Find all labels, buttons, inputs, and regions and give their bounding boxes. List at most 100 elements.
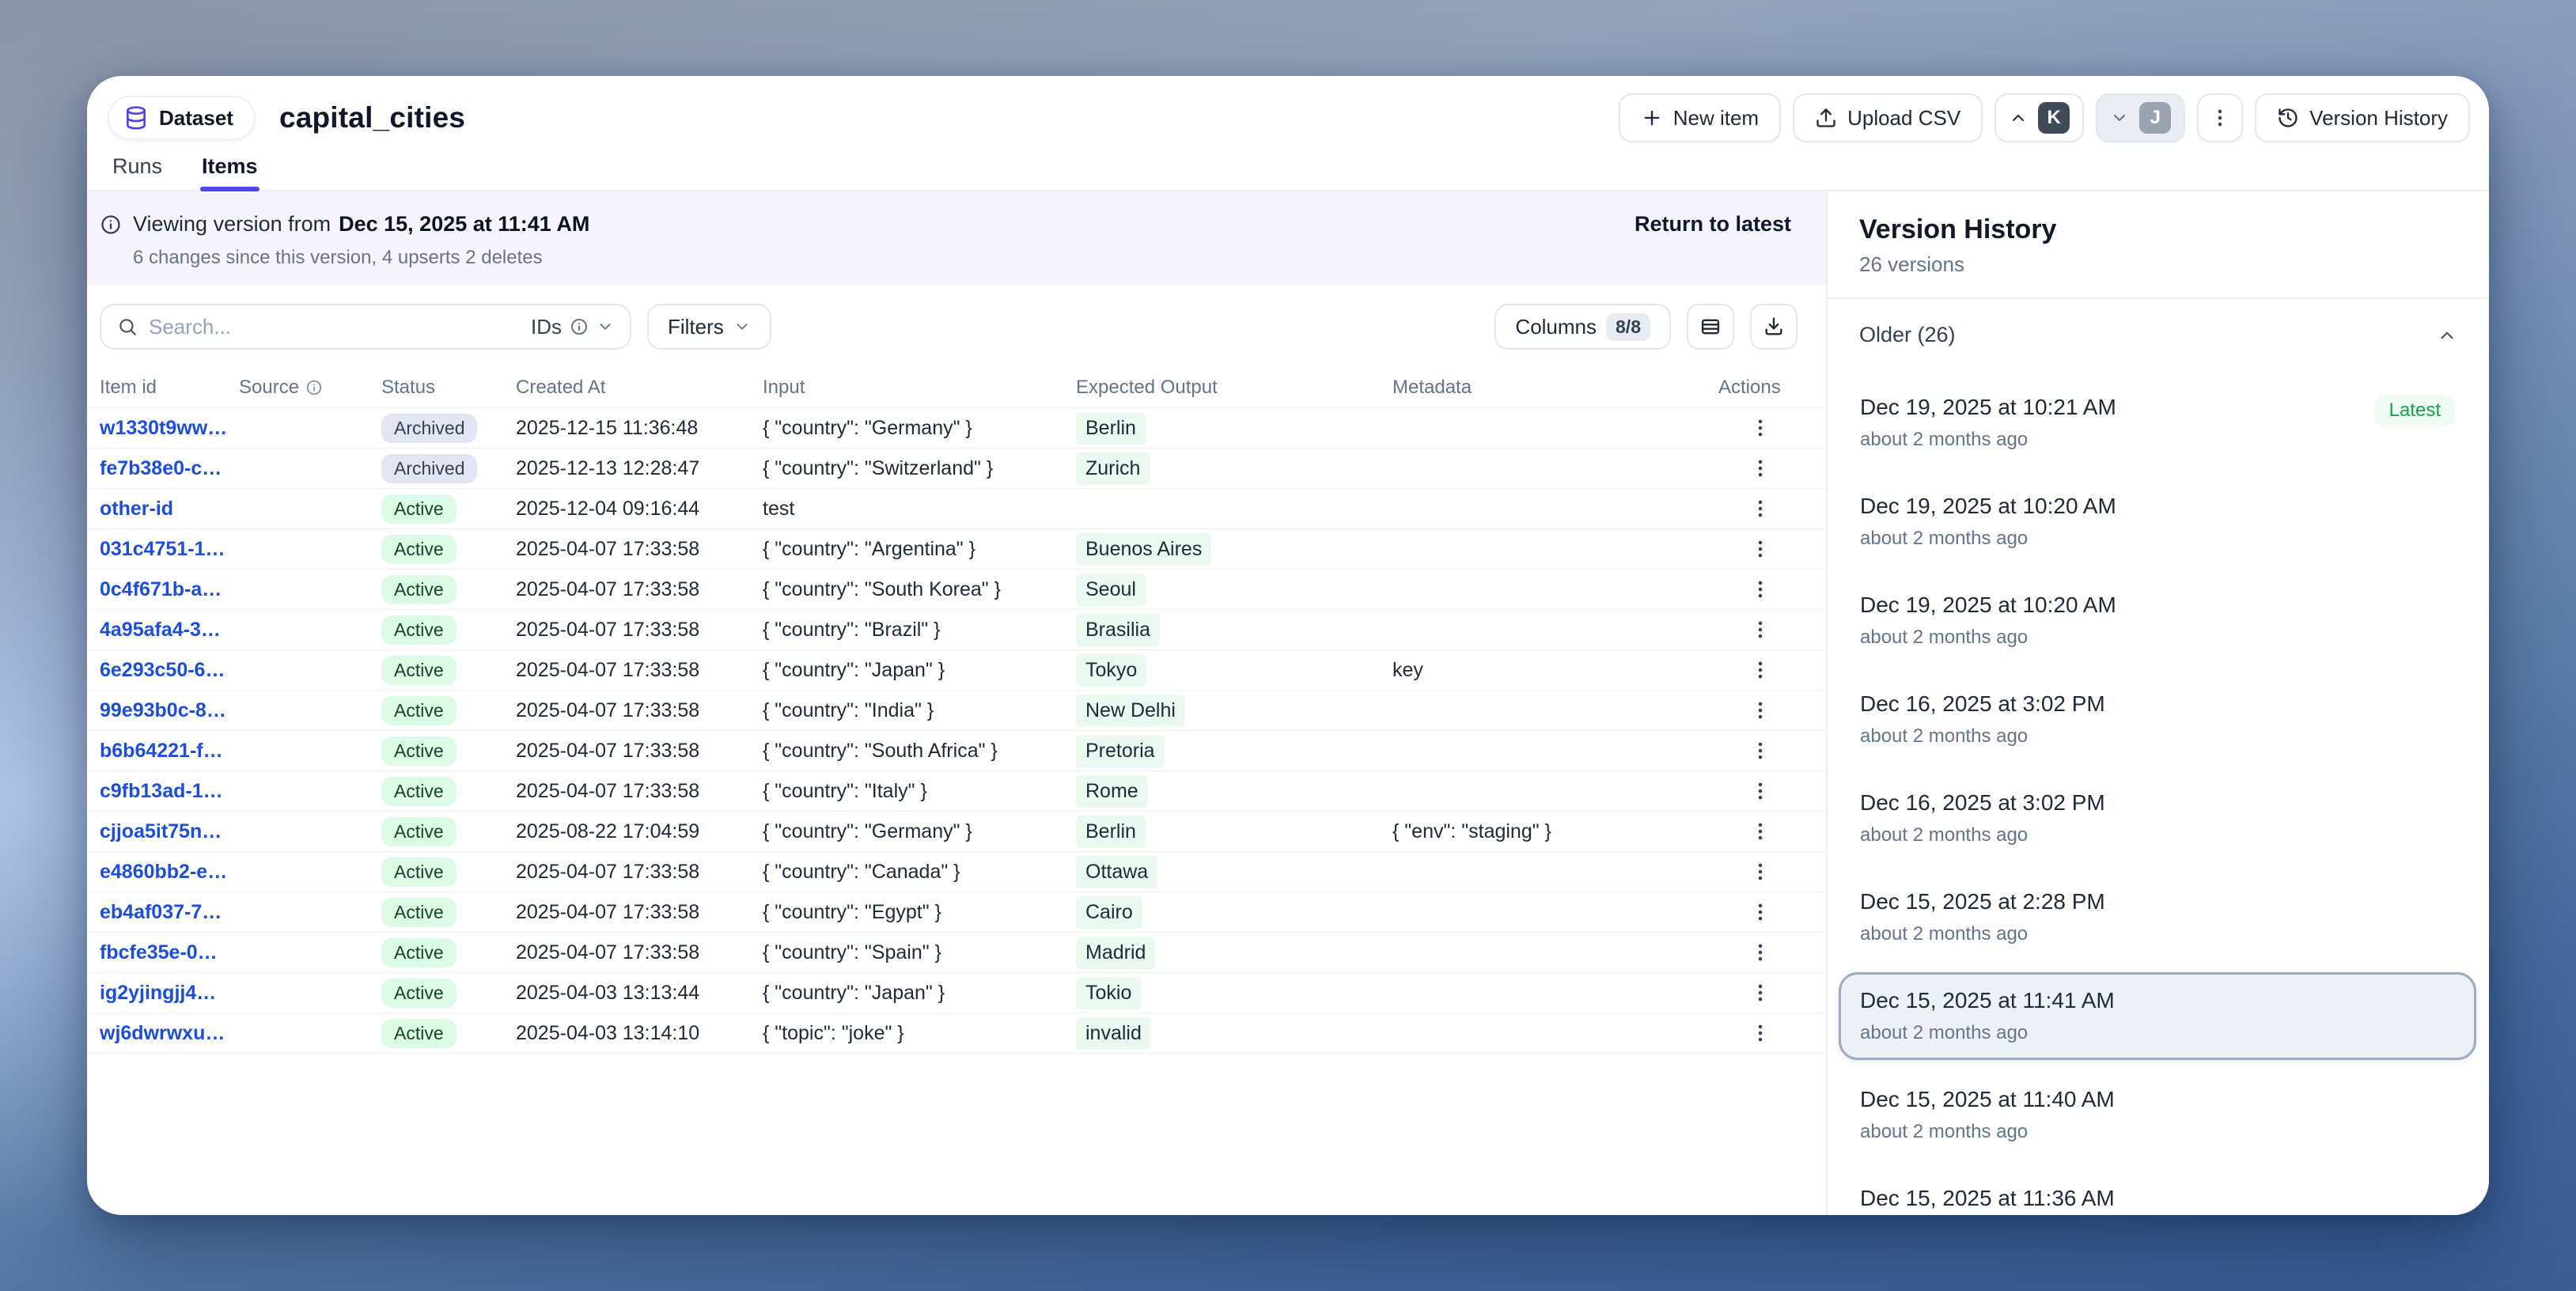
version-date: Dec 16, 2025 at 3:02 PM bbox=[1860, 691, 2105, 716]
older-group-label: Older (26) bbox=[1859, 323, 1956, 346]
page-title: capital_cities bbox=[278, 101, 466, 134]
version-item[interactable]: Dec 16, 2025 at 3:02 PM about 2 months a… bbox=[1839, 774, 2476, 862]
column-header[interactable]: Actions bbox=[1718, 377, 1826, 399]
expected-output-cell: New Delhi bbox=[1076, 694, 1185, 727]
item-id-link[interactable]: ig2yjingjj4hql... bbox=[100, 981, 239, 1004]
older-group-header[interactable]: Older (26) bbox=[1859, 323, 2457, 347]
item-id-link[interactable]: fe7b38e0-ca4... bbox=[100, 456, 239, 479]
upload-csv-button[interactable]: Upload CSV bbox=[1793, 93, 1983, 142]
version-time-ago: about 2 months ago bbox=[1860, 923, 2029, 945]
status-badge: Active bbox=[381, 695, 456, 725]
version-item[interactable]: Dec 15, 2025 at 11:36 AM about 2 months … bbox=[1839, 1170, 2476, 1215]
user-j-menu-button[interactable]: J bbox=[2096, 93, 2186, 142]
chevron-down-icon bbox=[733, 318, 751, 335]
version-item[interactable]: Dec 16, 2025 at 3:02 PM about 2 months a… bbox=[1839, 676, 2476, 763]
row-actions-button[interactable] bbox=[1739, 813, 1782, 850]
item-id-link[interactable]: e4860bb2-e4... bbox=[100, 860, 235, 883]
row-actions-button[interactable] bbox=[1739, 1015, 1782, 1051]
column-header-label: Created At bbox=[516, 376, 606, 398]
status-badge: Active bbox=[381, 534, 456, 564]
row-actions-button[interactable] bbox=[1739, 692, 1782, 729]
input-cell: { "country": "Japan" } bbox=[763, 981, 945, 1004]
chevron-up-icon[interactable] bbox=[2437, 325, 2457, 346]
item-id-link[interactable]: w1330t9ww1a... bbox=[100, 416, 239, 439]
expected-output-cell: Tokyo bbox=[1076, 653, 1147, 687]
column-header-label: Source bbox=[239, 376, 300, 398]
item-id-link[interactable]: 4a95afa4-3b... bbox=[100, 618, 229, 641]
status-badge: Active bbox=[381, 857, 456, 887]
version-date: Dec 19, 2025 at 10:21 AM bbox=[1860, 395, 2116, 419]
items-table: Item id Source Status Created At Input E… bbox=[87, 367, 1826, 1215]
version-item[interactable]: Dec 19, 2025 at 10:21 AM about 2 months … bbox=[1839, 379, 2476, 467]
item-id-link[interactable]: wj6dwrwxu6j... bbox=[100, 1021, 239, 1044]
created-at-cell: 2025-04-07 17:33:58 bbox=[516, 860, 700, 883]
row-actions-button[interactable] bbox=[1739, 410, 1782, 446]
column-header-label: Expected Output bbox=[1076, 376, 1218, 398]
columns-button[interactable]: Columns 8/8 bbox=[1494, 304, 1671, 350]
main-content: Viewing version from Dec 15, 2025 at 11:… bbox=[87, 191, 2489, 1215]
column-header[interactable]: Status bbox=[381, 377, 516, 399]
created-at-cell: 2025-04-07 17:33:58 bbox=[516, 900, 700, 923]
input-cell: { "country": "Spain" } bbox=[763, 941, 941, 964]
column-header[interactable]: Metadata bbox=[1392, 377, 1718, 399]
item-id-link[interactable]: b6b64221-f9... bbox=[100, 739, 231, 762]
row-actions-button[interactable] bbox=[1739, 490, 1782, 527]
row-actions-button[interactable] bbox=[1739, 733, 1782, 769]
export-button[interactable] bbox=[1750, 304, 1798, 350]
created-at-cell: 2025-04-07 17:33:58 bbox=[516, 699, 700, 721]
tab-runs[interactable]: Runs bbox=[112, 154, 163, 178]
upload-icon bbox=[1815, 107, 1837, 129]
row-actions-button[interactable] bbox=[1739, 894, 1782, 930]
database-icon bbox=[123, 105, 149, 131]
version-item[interactable]: Dec 19, 2025 at 10:20 AM about 2 months … bbox=[1839, 577, 2476, 664]
row-actions-button[interactable] bbox=[1739, 773, 1782, 809]
item-id-link[interactable]: 6e293c50-6b... bbox=[100, 658, 234, 681]
column-header[interactable]: Input bbox=[763, 377, 1076, 399]
item-id-link[interactable]: 031c4751-13... bbox=[100, 537, 233, 560]
column-header[interactable]: Source bbox=[239, 377, 381, 399]
item-id-link[interactable]: 0c4f671b-ac5... bbox=[100, 577, 239, 600]
version-history-button[interactable]: Version History bbox=[2255, 93, 2470, 142]
item-id-link[interactable]: fbcfe35e-0c8... bbox=[100, 941, 237, 964]
items-area: Viewing version from Dec 15, 2025 at 11:… bbox=[87, 191, 1828, 1215]
row-height-button[interactable] bbox=[1687, 304, 1734, 350]
item-id-link[interactable]: c9fb13ad-18ff... bbox=[100, 779, 239, 802]
new-item-button[interactable]: New item bbox=[1618, 93, 1782, 142]
row-actions-button[interactable] bbox=[1739, 611, 1782, 648]
item-id-link[interactable]: 99e93b0c-88... bbox=[100, 699, 234, 721]
created-at-cell: 2025-04-07 17:33:58 bbox=[516, 618, 700, 641]
item-id-link[interactable]: cjjoa5it75n3jr... bbox=[100, 820, 239, 842]
tab-items[interactable]: Items bbox=[200, 154, 259, 191]
version-time-ago: about 2 months ago bbox=[1860, 824, 2029, 846]
table-row: 4a95afa4-3b... Active 2025-04-07 17:33:5… bbox=[87, 610, 1826, 650]
version-item[interactable]: Dec 15, 2025 at 2:28 PM about 2 months a… bbox=[1839, 873, 2476, 961]
row-actions-button[interactable] bbox=[1739, 571, 1782, 608]
item-id-link[interactable]: other-id bbox=[100, 497, 174, 520]
row-actions-button[interactable] bbox=[1739, 975, 1782, 1011]
status-badge: Active bbox=[381, 494, 456, 524]
column-header[interactable]: Expected Output bbox=[1076, 377, 1392, 399]
search-input[interactable] bbox=[149, 314, 520, 339]
version-item[interactable]: Dec 19, 2025 at 10:20 AM about 2 months … bbox=[1839, 478, 2476, 566]
item-id-link[interactable]: eb4af037-791... bbox=[100, 900, 239, 923]
panel-title: Version History bbox=[1859, 214, 2057, 244]
filters-button[interactable]: Filters bbox=[647, 304, 771, 350]
row-actions-button[interactable] bbox=[1739, 854, 1782, 890]
more-options-button[interactable] bbox=[2197, 93, 2244, 142]
column-header[interactable]: Item id bbox=[100, 377, 239, 399]
expected-output-cell: Rome bbox=[1076, 774, 1148, 808]
search-scope-dropdown[interactable]: IDs bbox=[531, 315, 614, 339]
row-actions-button[interactable] bbox=[1739, 531, 1782, 567]
version-item[interactable]: Dec 15, 2025 at 11:40 AM about 2 months … bbox=[1839, 1071, 2476, 1159]
version-item[interactable]: Dec 15, 2025 at 11:41 AM about 2 months … bbox=[1839, 972, 2476, 1060]
user-k-menu-button[interactable]: K bbox=[1995, 93, 2085, 142]
row-actions-button[interactable] bbox=[1739, 450, 1782, 486]
created-at-cell: 2025-08-22 17:04:59 bbox=[516, 820, 700, 842]
version-list: Dec 19, 2025 at 10:21 AM about 2 months … bbox=[1839, 379, 2476, 1215]
table-row: e4860bb2-e4... Active 2025-04-07 17:33:5… bbox=[87, 852, 1826, 892]
row-actions-button[interactable] bbox=[1739, 934, 1782, 971]
return-to-latest-link[interactable]: Return to latest bbox=[1634, 212, 1791, 236]
row-actions-button[interactable] bbox=[1739, 652, 1782, 688]
column-header[interactable]: Created At bbox=[516, 377, 763, 399]
